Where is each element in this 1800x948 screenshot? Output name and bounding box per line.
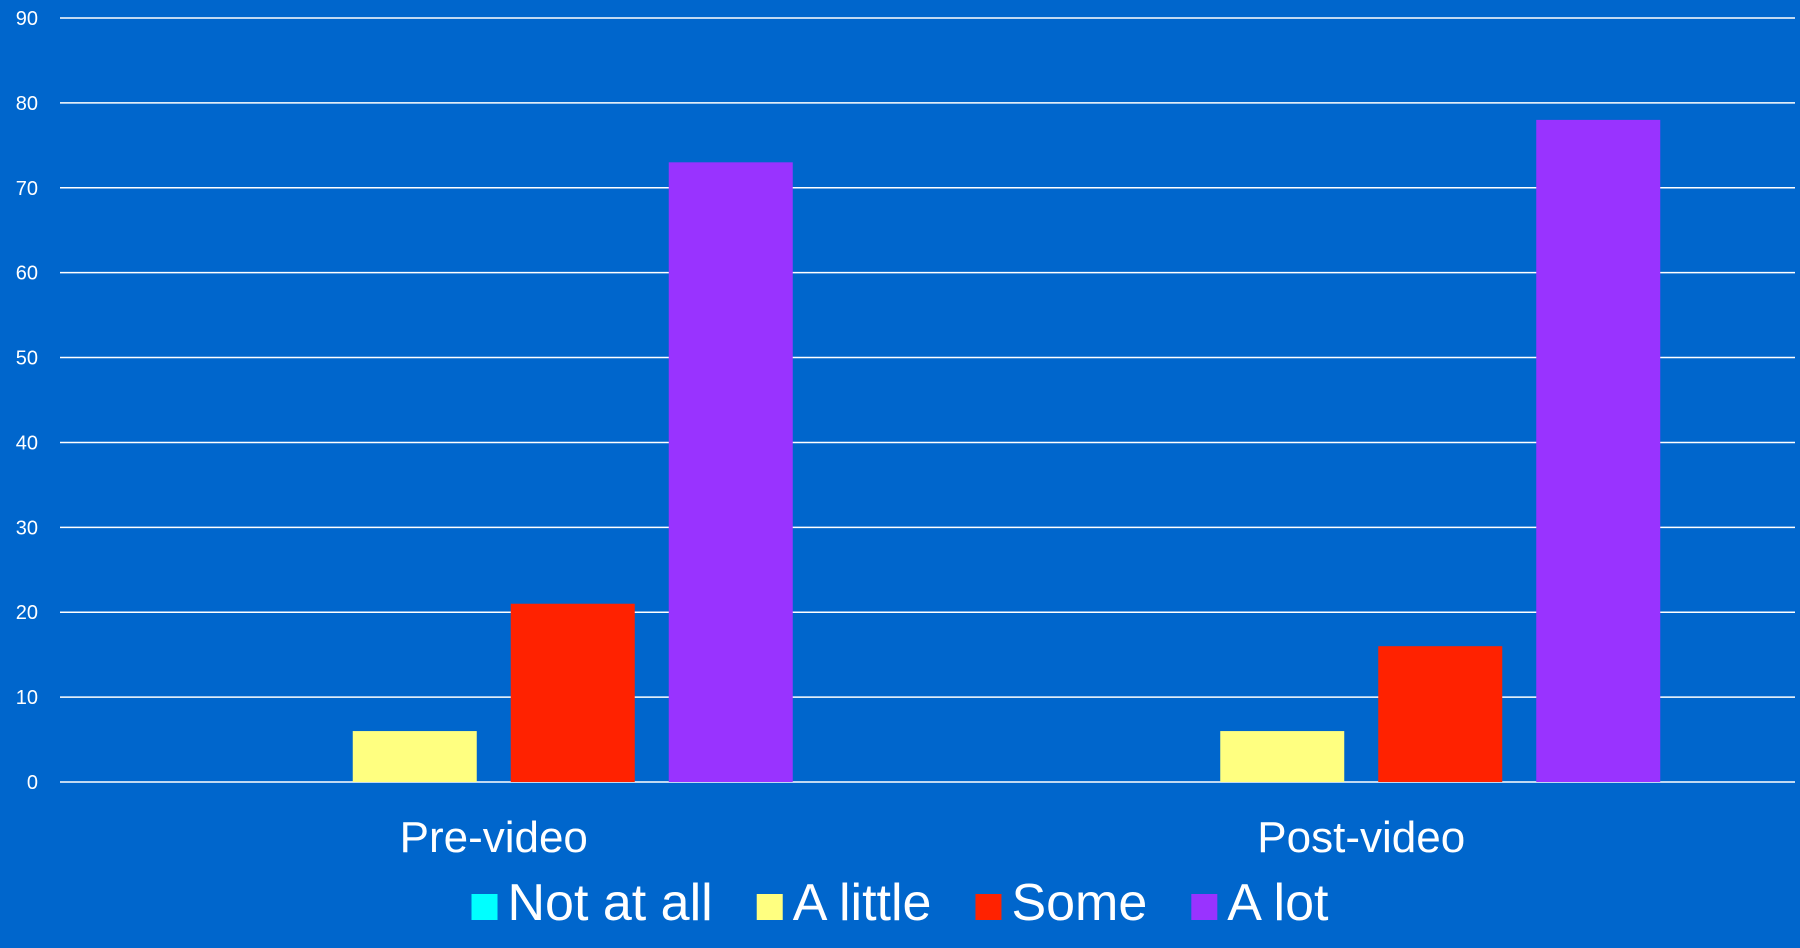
y-tick-label: 10 [16, 687, 38, 709]
legend-item: Not at all [471, 874, 713, 932]
bar [1220, 731, 1345, 782]
bar [352, 731, 477, 782]
y-tick-label: 30 [16, 517, 38, 539]
bar [1378, 646, 1503, 782]
legend-item: Some [975, 874, 1147, 932]
bar [1536, 119, 1661, 782]
legend-item: A little [756, 874, 932, 932]
gridlines [60, 17, 1795, 783]
y-tick-label: 80 [16, 93, 38, 115]
y-tick-label: 90 [16, 8, 38, 30]
bars [352, 119, 1661, 783]
legend-label: A lot [1227, 874, 1329, 932]
x-category-label: Pre-video [400, 813, 588, 862]
legend-swatch [975, 894, 1002, 920]
x-axis-category-labels: Pre-video Post-video [400, 813, 1466, 862]
legend: Not at all A little Some A lot [471, 874, 1329, 932]
x-category-label: Post-video [1257, 813, 1465, 862]
y-tick-label: 40 [16, 432, 38, 454]
legend-item: A lot [1191, 874, 1329, 932]
bar [668, 162, 793, 783]
legend-swatch [756, 894, 783, 920]
y-axis-tick-labels: 0 10 20 30 40 50 60 70 80 90 [16, 8, 38, 794]
legend-label: A little [793, 874, 932, 932]
y-tick-label: 0 [27, 772, 38, 794]
legend-swatch [1191, 894, 1218, 920]
legend-label: Some [1011, 874, 1147, 932]
y-tick-label: 60 [16, 263, 38, 285]
legend-swatch [471, 894, 498, 920]
y-tick-label: 50 [16, 348, 38, 370]
y-tick-label: 20 [16, 602, 38, 624]
legend-label: Not at all [508, 874, 713, 932]
y-tick-label: 70 [16, 178, 38, 200]
bar [510, 603, 635, 782]
